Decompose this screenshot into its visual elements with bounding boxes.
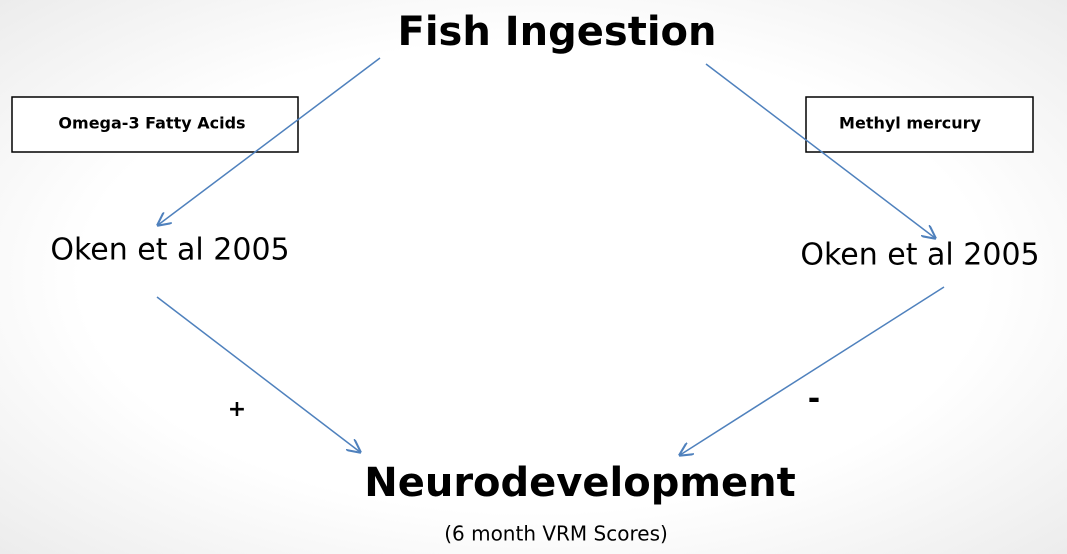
sign: - <box>808 382 820 417</box>
arrow <box>705 63 935 238</box>
box <box>11 96 299 153</box>
box-label: Omega-3 Fatty Acids <box>58 114 245 133</box>
node-label: Oken et al 2005 <box>800 238 1039 273</box>
sign: + <box>228 397 246 422</box>
node-label: Neurodevelopment <box>364 460 795 506</box>
node-label: Oken et al 2005 <box>50 233 289 268</box>
arrow <box>680 286 945 455</box>
arrow <box>158 57 381 225</box>
arrow <box>156 296 360 452</box>
node-caption: (6 month VRM Scores) <box>444 522 668 546</box>
box-label: Methyl mercury <box>839 114 981 133</box>
box <box>805 96 1034 153</box>
title: Fish Ingestion <box>398 9 717 55</box>
